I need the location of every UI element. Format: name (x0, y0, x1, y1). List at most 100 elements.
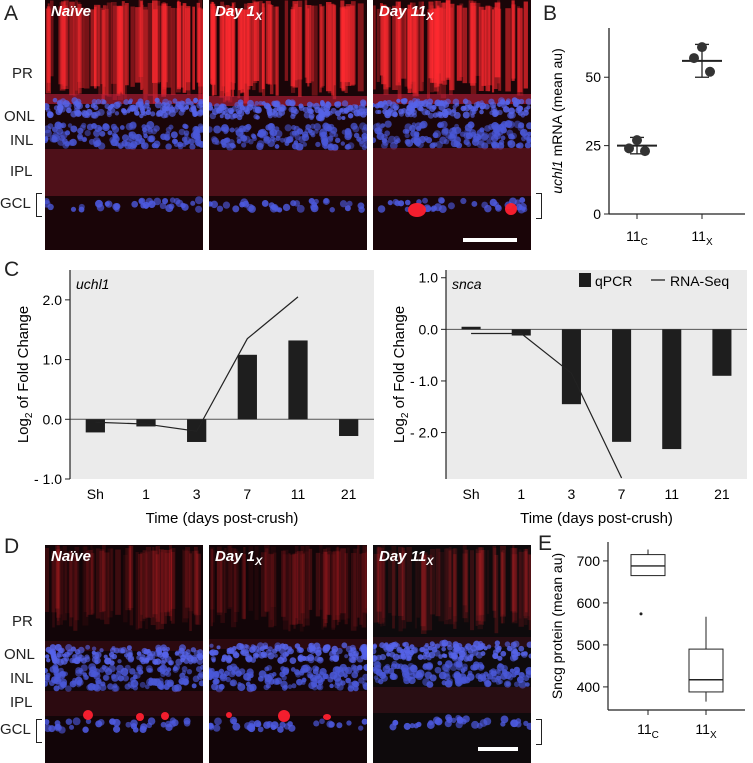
onl-nucleus (411, 646, 419, 654)
x-tick-label: 7 (618, 486, 626, 502)
onl-nucleus (128, 652, 134, 657)
inl-nucleus (362, 124, 367, 131)
onl-nucleus (441, 646, 446, 652)
onl-nucleus (140, 110, 146, 116)
photoreceptor-streak (56, 545, 60, 626)
inl-nucleus (500, 121, 508, 128)
inl-nucleus (57, 138, 65, 146)
inl-nucleus (279, 671, 286, 678)
inl-nucleus (425, 663, 434, 671)
photoreceptor-streak (125, 2, 129, 86)
photoreceptor-streak (123, 554, 128, 623)
photoreceptor-streak (166, 6, 172, 88)
qpcr-bar (237, 354, 257, 420)
data-point (624, 143, 634, 154)
inl-nucleus (301, 677, 307, 683)
gcl-nucleus (153, 197, 162, 206)
onl-nucleus (341, 642, 348, 649)
photoreceptor-streak (77, 3, 82, 94)
inl-nucleus (165, 126, 172, 133)
micrograph-a-day1: Day 1X (209, 0, 367, 250)
onl-nucleus (154, 97, 160, 103)
photoreceptor-streak (479, 549, 485, 615)
onl-nucleus (412, 112, 417, 118)
photoreceptor-streak (150, 550, 156, 626)
onl-nucleus (506, 645, 512, 652)
photoreceptor-streak (228, 545, 233, 608)
photoreceptor-streak (192, 6, 196, 90)
inl-nucleus (263, 136, 270, 142)
photoreceptor-streak (418, 1, 425, 91)
micrograph-d-day11: Day 11X (373, 545, 531, 763)
inl-nucleus (508, 133, 515, 140)
photoreceptor-streak (513, 548, 517, 621)
photoreceptor-streak (511, 0, 515, 81)
photoreceptor-streak (55, 545, 60, 609)
onl-nucleus (502, 106, 510, 113)
gcl-nucleus (160, 721, 167, 728)
inl-nucleus (486, 673, 494, 680)
gcl-nucleus (266, 720, 273, 728)
photoreceptor-streak (220, 550, 225, 623)
inl-nucleus (466, 673, 475, 681)
onl-nucleus (298, 105, 305, 111)
inl-nucleus (112, 133, 119, 139)
onl-nucleus (505, 98, 511, 104)
micrograph-title: Day 1X (215, 548, 263, 568)
photoreceptor-streak (524, 548, 528, 613)
inl-nucleus (112, 126, 120, 134)
photoreceptor-streak (406, 546, 412, 622)
onl-nucleus (261, 101, 266, 106)
inl-nucleus (170, 131, 178, 139)
photoreceptor-streak (297, 552, 301, 621)
y-tick-label: 2.0 (43, 292, 63, 308)
gcl-nucleus (65, 718, 73, 725)
panel-label-e: E (538, 532, 553, 555)
inl-nucleus (111, 674, 119, 682)
photoreceptor-streak (261, 3, 265, 90)
gcl-bracket-right (536, 719, 542, 745)
onl-nucleus (127, 656, 134, 663)
inl-nucleus (497, 663, 503, 668)
photoreceptor-streak (192, 550, 198, 614)
photoreceptor-streak (185, 547, 191, 608)
onl-nucleus (111, 646, 116, 651)
photoreceptor-streak (321, 5, 325, 86)
layer-label-ipl: IPL (10, 163, 33, 180)
photoreceptor-streak (376, 548, 382, 612)
onl-nucleus (494, 640, 501, 646)
inl-nucleus (363, 136, 367, 143)
inl-nucleus (287, 684, 293, 689)
photoreceptor-streak (210, 3, 216, 84)
inl-nucleus (493, 123, 501, 131)
inl-nucleus (236, 139, 242, 144)
inl-nucleus (403, 677, 411, 685)
inl-nucleus (404, 133, 410, 139)
photoreceptor-streak (145, 553, 148, 629)
onl-nucleus (298, 654, 304, 660)
inl-nucleus (45, 674, 50, 681)
photoreceptor-streak (170, 551, 175, 624)
inl-nucleus (49, 134, 57, 143)
inl-nucleus (182, 679, 189, 686)
onl-nucleus (128, 98, 133, 103)
inl-nucleus (425, 136, 433, 144)
photoreceptor-streak (254, 546, 259, 620)
photoreceptor-streak (336, 546, 339, 626)
photoreceptor-streak (346, 547, 350, 619)
photoreceptor-streak (505, 8, 511, 92)
onl-nucleus (319, 110, 325, 116)
onl-nucleus (433, 649, 441, 657)
onl-nucleus (99, 98, 106, 105)
photoreceptor-streak (212, 5, 217, 96)
onl-nucleus (211, 658, 216, 663)
inl-nucleus (312, 668, 319, 675)
onl-nucleus (396, 647, 401, 652)
onl-nucleus (108, 651, 115, 658)
inl-nucleus (284, 124, 292, 132)
photoreceptor-streak (194, 550, 199, 625)
photoreceptor-streak (398, 553, 403, 632)
inl-nucleus (302, 142, 308, 147)
photoreceptor-streak (315, 552, 321, 617)
layer-label-pr: PR (12, 613, 33, 630)
